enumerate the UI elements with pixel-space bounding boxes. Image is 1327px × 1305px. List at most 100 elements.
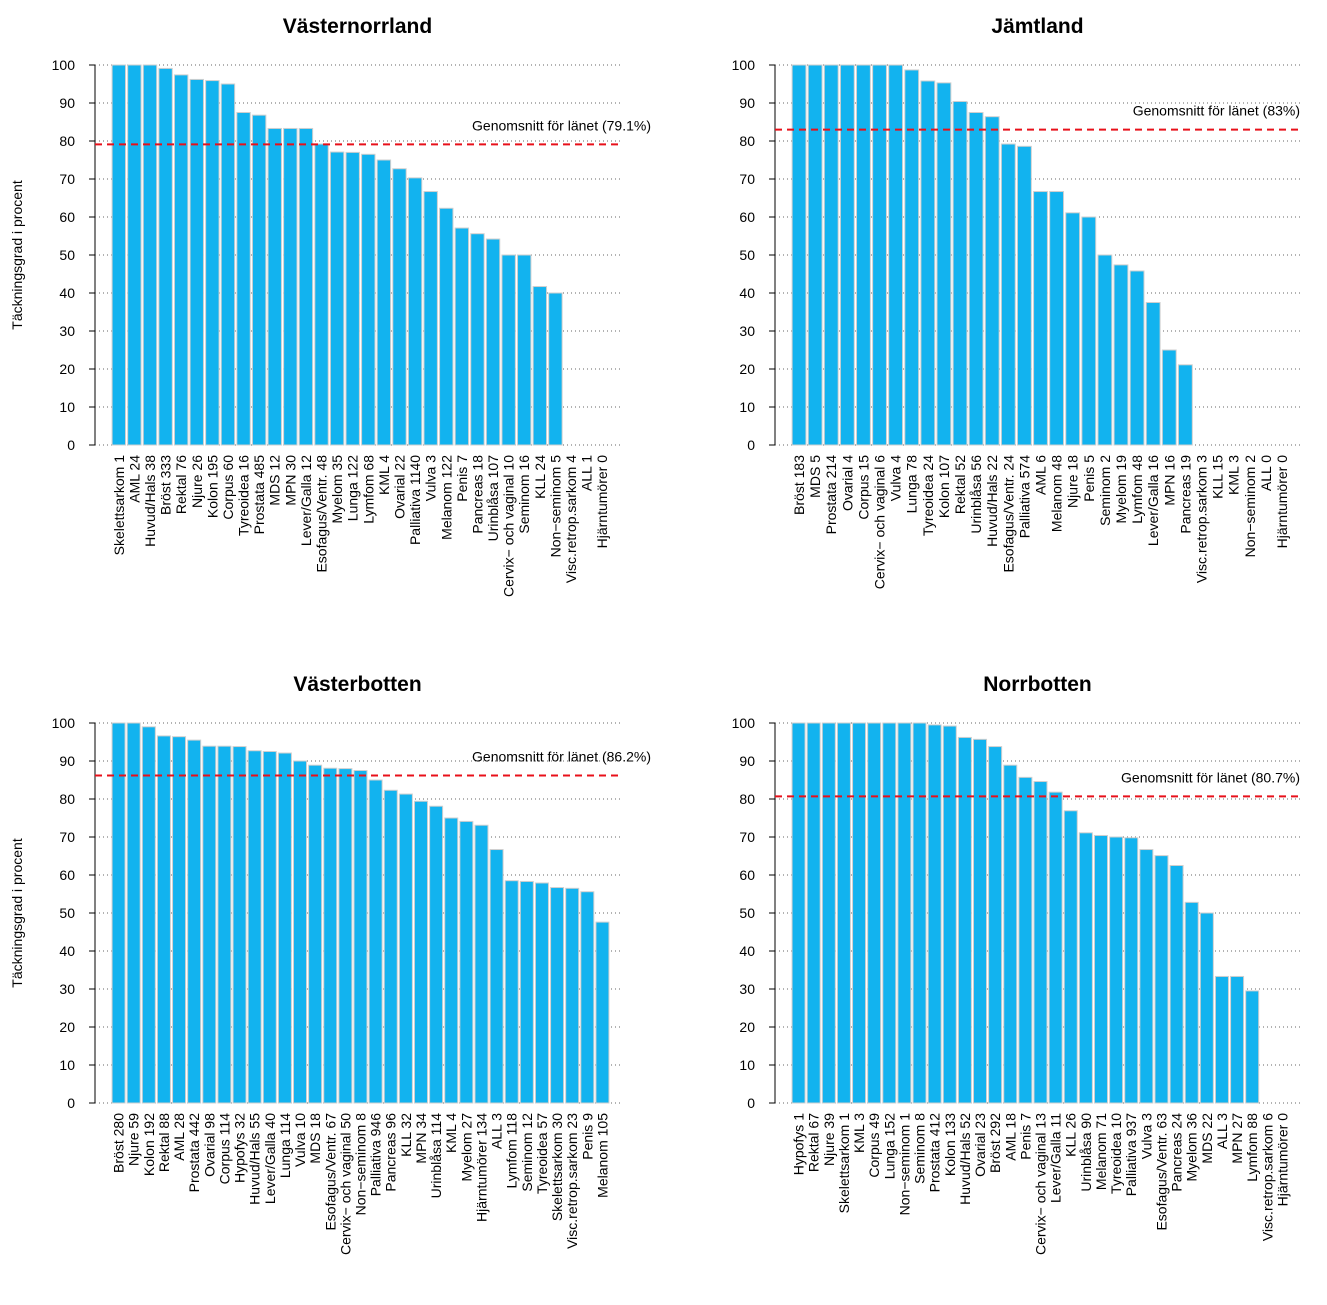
category-count: 4 <box>888 455 904 463</box>
category-name: Huvud/Hals <box>984 474 1000 546</box>
x-tick-label: Tyreoidea 24 <box>920 455 936 536</box>
y-tick-label: 80 <box>739 791 755 807</box>
bar <box>429 805 444 1104</box>
category-count: 68 <box>360 455 376 471</box>
y-tick-label: 90 <box>739 753 755 769</box>
x-tick-label: Urinblåsa 56 <box>968 455 984 534</box>
category-count: 8 <box>353 1113 369 1121</box>
category-count: 133 <box>942 1113 958 1137</box>
bar <box>1081 216 1097 446</box>
category-name: AML <box>171 1132 187 1161</box>
category-name: Vulva <box>423 466 439 501</box>
bar <box>882 722 897 1104</box>
category-count: 18 <box>1002 1113 1018 1129</box>
category-count: 16 <box>516 455 532 471</box>
category-name: KML <box>376 466 392 495</box>
bar <box>1199 912 1214 1104</box>
bar <box>158 67 173 446</box>
y-tick-label: 60 <box>739 209 755 225</box>
x-tick-label: KML 3 <box>851 1113 867 1153</box>
category-count: 22 <box>984 455 1000 471</box>
x-tick-label: Rektal 88 <box>156 1113 172 1172</box>
category-count: 24 <box>126 455 142 471</box>
x-tick-label: Hypofys 32 <box>232 1113 248 1183</box>
x-tick-label: Bröst 333 <box>158 455 174 515</box>
category-name: Cervix− och vaginal <box>501 474 517 597</box>
category-count: 107 <box>485 455 501 479</box>
x-tick-label: KML 4 <box>376 455 392 495</box>
category-count: 6 <box>872 455 888 463</box>
category-name: Seminom <box>1097 467 1113 526</box>
category-name: Palliativa <box>407 489 423 545</box>
category-count: 0 <box>1274 455 1290 463</box>
category-count: 67 <box>322 1113 338 1129</box>
x-tick-label: Tyreoidea 16 <box>236 455 252 536</box>
category-count: 10 <box>1108 1113 1124 1129</box>
category-count: 19 <box>1177 455 1193 471</box>
category-count: 195 <box>204 455 220 479</box>
category-count: 442 <box>186 1113 202 1137</box>
category-count: 24 <box>1169 1113 1185 1129</box>
y-tick-label: 50 <box>739 905 755 921</box>
y-tick-label: 90 <box>739 95 755 111</box>
category-count: 88 <box>156 1113 172 1129</box>
category-name: Lunga <box>904 474 920 513</box>
category-name: Melanom <box>1093 1132 1109 1190</box>
category-name: Skelettsarkom <box>111 467 127 556</box>
category-count: 4 <box>443 1113 459 1121</box>
category-name: MDS <box>807 467 823 498</box>
category-count: 183 <box>791 455 807 479</box>
x-tick-label: AML 28 <box>171 1113 187 1161</box>
bar <box>1033 191 1048 446</box>
bar <box>470 233 485 446</box>
category-name: Penis <box>1081 467 1097 502</box>
x-tick-label: Kolon 133 <box>942 1113 958 1176</box>
x-tick-label: Pancreas 18 <box>469 455 485 534</box>
category-count: 18 <box>469 455 485 471</box>
bar <box>345 151 360 446</box>
category-count: 12 <box>519 1113 535 1129</box>
bar <box>988 746 1003 1104</box>
category-count: 23 <box>564 1113 580 1129</box>
bar <box>904 69 920 446</box>
panel: Norrbotten0102030405060708090100Hypofys … <box>732 673 1300 1255</box>
x-tick-label: Lever/Galla 12 <box>298 455 314 546</box>
y-tick-label: 0 <box>747 437 755 453</box>
bar <box>298 127 314 446</box>
y-tick-label: 0 <box>67 1095 75 1111</box>
category-count: 18 <box>1065 455 1081 471</box>
bar <box>1169 865 1184 1104</box>
category-count: 4 <box>563 455 579 463</box>
category-count: 30 <box>549 1113 565 1129</box>
x-tick-label: KLL 32 <box>398 1113 414 1157</box>
x-tick-label: MPN 34 <box>413 1113 429 1164</box>
x-tick-label: Corpus 114 <box>216 1113 232 1185</box>
category-name: Seminom <box>912 1125 928 1184</box>
bar <box>383 789 398 1104</box>
category-name: Palliativa <box>368 1140 384 1196</box>
category-count: 23 <box>972 1113 988 1129</box>
category-name: Pancreas <box>383 1132 399 1191</box>
x-tick-label: Seminom 16 <box>516 455 532 534</box>
category-name: Esofagus/Ventr. <box>322 1132 338 1230</box>
category-count: 49 <box>866 1113 882 1129</box>
bar <box>1078 832 1093 1104</box>
category-name: AML <box>1033 466 1049 495</box>
category-name: Visc.retrop.sarkom <box>1259 1125 1275 1241</box>
category-count: 3 <box>1226 455 1242 463</box>
category-count: 22 <box>391 455 407 471</box>
bar <box>293 760 308 1104</box>
x-tick-label: Non−seminom 8 <box>353 1113 369 1216</box>
category-name: Bröst <box>791 482 807 515</box>
x-tick-label: Hjärntumörer 0 <box>594 455 610 549</box>
x-tick-label: AML 24 <box>126 455 142 503</box>
category-count: 485 <box>251 455 267 479</box>
category-name: Penis <box>1017 1125 1033 1160</box>
bar <box>187 739 202 1104</box>
category-count: 114 <box>428 1113 444 1136</box>
bar <box>444 817 459 1104</box>
y-tick-label: 20 <box>739 1019 755 1035</box>
category-name: Urinblåsa <box>968 474 984 533</box>
